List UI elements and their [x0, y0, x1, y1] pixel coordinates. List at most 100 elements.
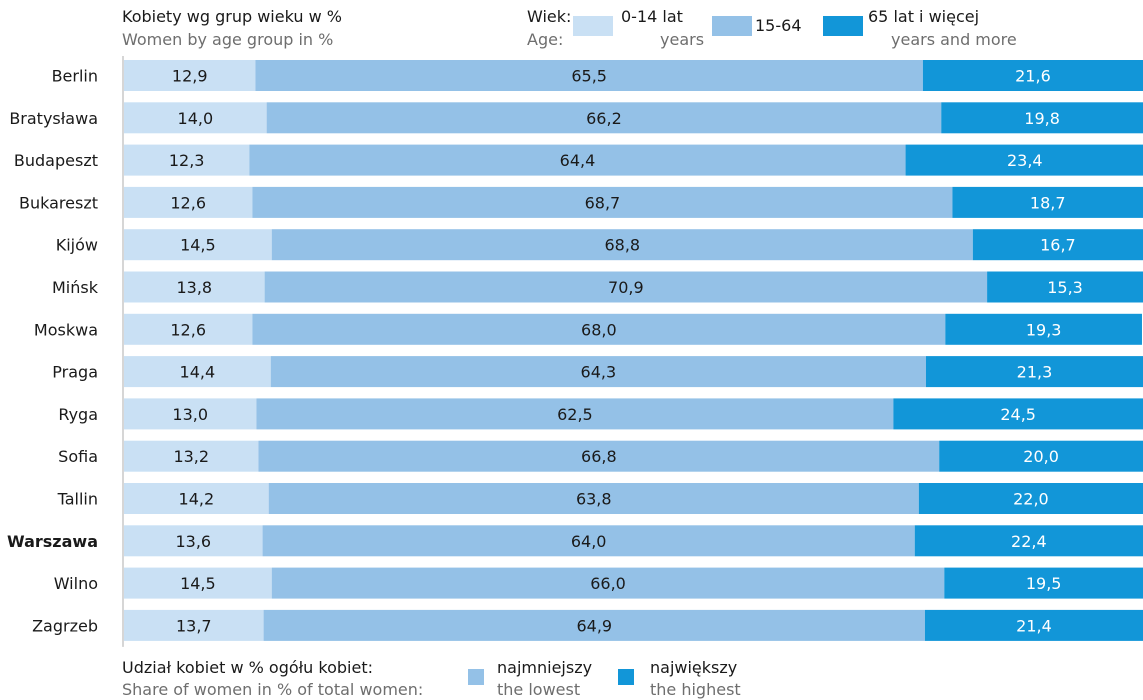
- data-label: 19,5: [1026, 574, 1062, 593]
- footer-swatch-highest: [618, 669, 634, 685]
- bar-segment: [925, 356, 1143, 388]
- data-label: 12,6: [170, 320, 206, 339]
- data-label: 14,2: [179, 490, 215, 509]
- bar-segment: [256, 398, 894, 430]
- bar-segment: [263, 609, 925, 641]
- bar-segment: [124, 609, 264, 641]
- bar-segment: [262, 525, 915, 557]
- legend-swatch-0-14: [573, 16, 613, 36]
- bar-segment: [124, 440, 259, 472]
- data-label: 22,0: [1013, 490, 1049, 509]
- data-label: 63,8: [576, 490, 612, 509]
- bar-segment: [124, 483, 269, 514]
- data-label: 19,3: [1026, 320, 1062, 339]
- data-label: 20,0: [1023, 447, 1059, 466]
- legend-item-15-64: 15-64: [755, 16, 802, 35]
- legend-item-0-14: 0-14 lat: [621, 7, 683, 26]
- data-label: 62,5: [557, 405, 593, 424]
- category-label: Mińsk: [52, 278, 99, 297]
- bar-segment: [905, 144, 1143, 176]
- bar-segment: [258, 440, 940, 472]
- legend-label: Wiek:: [527, 7, 572, 26]
- data-label: 64,0: [571, 532, 607, 551]
- data-label: 13,0: [172, 405, 208, 424]
- data-label: 18,7: [1030, 193, 1066, 212]
- category-label: Wilno: [54, 574, 98, 593]
- data-label: 22,4: [1011, 532, 1047, 551]
- data-label: 13,2: [173, 447, 209, 466]
- bar-segment: [945, 313, 1142, 345]
- bar-segment: [124, 567, 272, 599]
- data-label: 13,7: [176, 616, 212, 635]
- bar-segment: [124, 229, 272, 261]
- bar-segment: [893, 398, 1143, 430]
- data-label: 14,5: [180, 236, 216, 255]
- bar-segment: [264, 271, 988, 303]
- data-label: 24,5: [1000, 405, 1036, 424]
- footer-highest-label-en: the highest: [650, 680, 741, 699]
- footer-lowest-label: najmniejszy: [497, 658, 593, 677]
- category-label: Praga: [52, 363, 98, 382]
- data-label: 65,5: [571, 67, 607, 86]
- footer-highest-label: największy: [650, 658, 738, 677]
- category-label: Kijów: [56, 236, 98, 255]
- data-label: 23,4: [1007, 151, 1043, 170]
- bar-segment: [987, 271, 1143, 303]
- data-label: 70,9: [608, 278, 644, 297]
- data-label: 64,9: [576, 616, 612, 635]
- bar-segment: [268, 483, 919, 514]
- bar-segment: [939, 440, 1143, 472]
- category-label: Zagrzeb: [32, 616, 98, 635]
- category-label: Bratysława: [9, 109, 98, 128]
- footer-label: Udział kobiet w % ogółu kobiet:: [122, 658, 373, 677]
- data-label: 14,0: [178, 109, 214, 128]
- category-label: Budapeszt: [14, 151, 98, 170]
- chart-title: Kobiety wg grup wieku w %: [122, 7, 342, 26]
- bar-segment: [924, 609, 1143, 641]
- bar-segment: [124, 144, 250, 176]
- data-label: 64,3: [581, 363, 617, 382]
- bar-segment: [124, 356, 271, 388]
- data-label: 68,7: [585, 193, 621, 212]
- data-label: 21,6: [1015, 67, 1051, 86]
- data-label: 68,0: [581, 320, 617, 339]
- category-label: Sofia: [58, 447, 98, 466]
- category-label: Ryga: [58, 405, 98, 424]
- data-label: 21,3: [1017, 363, 1053, 382]
- footer-label-en: Share of women in % of total women:: [122, 680, 424, 699]
- data-label: 21,4: [1016, 616, 1052, 635]
- bar-segment: [944, 567, 1143, 599]
- footer-lowest-label-en: the lowest: [497, 680, 581, 699]
- data-label: 64,4: [560, 151, 596, 170]
- bar-segment: [124, 186, 253, 218]
- legend-swatch-15-64: [712, 16, 752, 36]
- bar-segment: [124, 398, 257, 430]
- category-label: Tallin: [57, 490, 98, 509]
- legend-label-en: Age:: [527, 30, 564, 49]
- data-label: 12,6: [170, 193, 206, 212]
- legend-item-65plus: 65 lat i więcej: [868, 7, 980, 26]
- stacked-bar-chart: Berlin 12,9 65,5 21,6 Bratysława 14,0 66,2 19,8…: [7, 56, 1143, 647]
- bar-segment: [972, 229, 1143, 261]
- data-label: 66,8: [581, 447, 617, 466]
- bar-segment: [914, 525, 1143, 557]
- legend-item-65plus-en: years and more: [891, 30, 1017, 49]
- bar-segment: [252, 313, 946, 345]
- data-label: 19,8: [1024, 109, 1060, 128]
- bar-segment: [124, 102, 267, 134]
- bar-segment: [941, 102, 1143, 134]
- bar-segment: [918, 483, 1143, 514]
- data-label: 12,3: [169, 151, 205, 170]
- data-label: 14,4: [180, 363, 216, 382]
- data-label: 66,2: [586, 109, 622, 128]
- bar-segment: [255, 60, 923, 91]
- data-label: 66,0: [590, 574, 626, 593]
- bar-segment: [922, 60, 1143, 91]
- data-label: 14,5: [180, 574, 216, 593]
- data-label: 13,6: [175, 532, 211, 551]
- footer-swatch-lowest: [468, 669, 484, 685]
- data-label: 12,9: [172, 67, 208, 86]
- bar-segment: [952, 186, 1143, 218]
- category-label: Bukareszt: [19, 193, 98, 212]
- bar-segment: [252, 186, 953, 218]
